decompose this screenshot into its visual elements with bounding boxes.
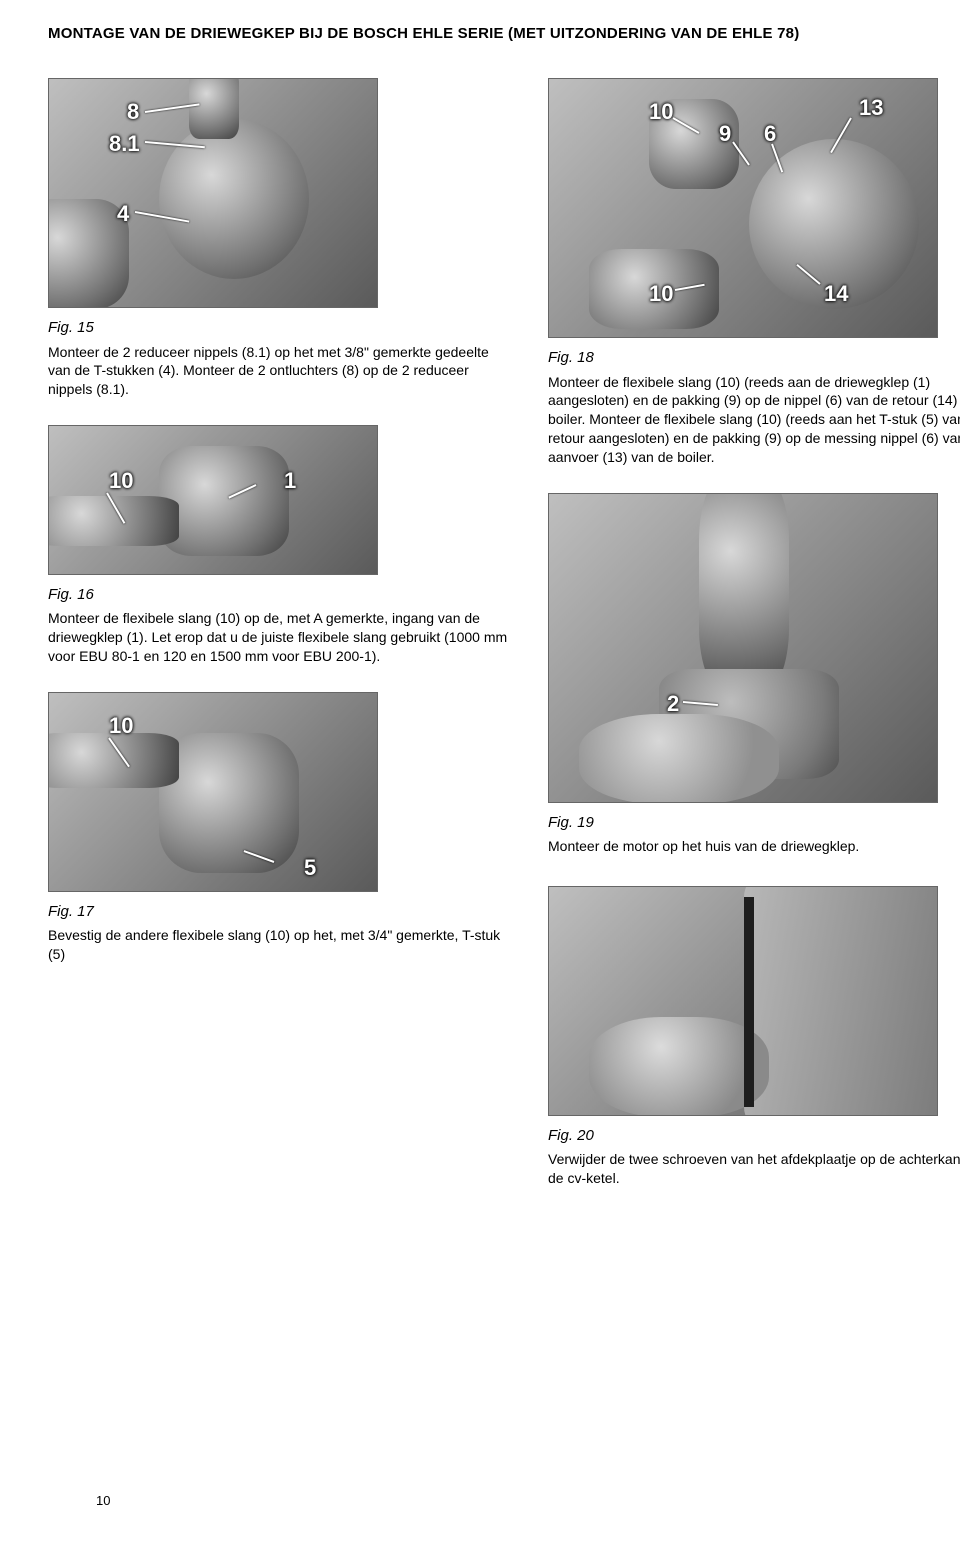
callout-4: 4 — [117, 199, 129, 229]
page-title: MONTAGE VAN DE DRIEWEGKEP BIJ DE BOSCH E… — [48, 24, 960, 44]
callout-5: 5 — [304, 853, 316, 883]
figure-17-image: 10 5 — [48, 692, 378, 892]
two-column-layout: 8 8.1 4 Fig. 15 Monteer de 2 reduceer ni… — [48, 72, 960, 1206]
figure-16-text: Monteer de flexibele slang (10) op de, m… — [48, 609, 508, 666]
figure-16-image: 10 1 — [48, 425, 378, 575]
figure-17-text: Bevestig de andere flexibele slang (10) … — [48, 926, 508, 964]
figure-20-text: Verwijder de twee schroeven van het afde… — [548, 1150, 960, 1188]
figure-20-label: Fig. 20 — [548, 1126, 960, 1146]
callout-9: 9 — [719, 119, 731, 149]
figure-19-image: 2 — [548, 493, 938, 803]
figure-18-text: Monteer de flexibele slang (10) (reeds a… — [548, 373, 960, 467]
right-column: 10 9 6 13 10 14 Fig. 18 Monteer de flexi… — [548, 72, 960, 1206]
page-number: 10 — [96, 1492, 110, 1510]
figure-16-label: Fig. 16 — [48, 585, 508, 605]
callout-10-bottom: 10 — [649, 279, 673, 309]
callout-10-a: 10 — [109, 466, 133, 496]
callout-6: 6 — [764, 119, 776, 149]
figure-15-text: Monteer de 2 reduceer nippels (8.1) op h… — [48, 343, 508, 400]
figure-19-text: Monteer de motor op het huis van de drie… — [548, 837, 960, 856]
figure-20-image — [548, 886, 938, 1116]
figure-15-image: 8 8.1 4 — [48, 78, 378, 308]
callout-10-top: 10 — [649, 97, 673, 127]
callout-10-b: 10 — [109, 711, 133, 741]
callout-2: 2 — [667, 689, 679, 719]
callout-8-1: 8.1 — [109, 129, 140, 159]
callout-13: 13 — [859, 93, 883, 123]
figure-18-label: Fig. 18 — [548, 348, 960, 368]
figure-19-label: Fig. 19 — [548, 813, 960, 833]
figure-15-label: Fig. 15 — [48, 318, 508, 338]
callout-14: 14 — [824, 279, 848, 309]
callout-1: 1 — [284, 466, 296, 496]
left-column: 8 8.1 4 Fig. 15 Monteer de 2 reduceer ni… — [48, 72, 508, 1206]
figure-18-image: 10 9 6 13 10 14 — [548, 78, 938, 338]
figure-17-label: Fig. 17 — [48, 902, 508, 922]
callout-8: 8 — [127, 97, 139, 127]
